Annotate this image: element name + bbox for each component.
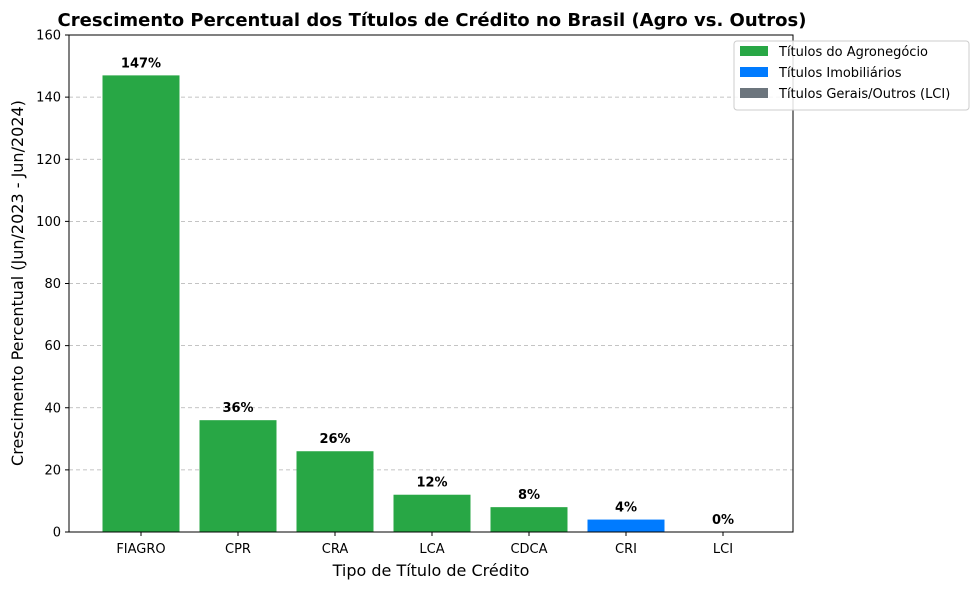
x-tick-label: CRA bbox=[322, 542, 349, 557]
x-tick-label: LCI bbox=[713, 542, 733, 557]
x-axis-ticks: FIAGRO CPR CRA LCA CDCA CRI LCI bbox=[116, 532, 733, 557]
bar-cri bbox=[587, 519, 665, 532]
y-tick-label: 120 bbox=[36, 153, 61, 168]
legend-label: Títulos do Agronegócio bbox=[778, 45, 928, 60]
bar-fiagro bbox=[102, 75, 180, 532]
x-tick-label: CRI bbox=[615, 542, 637, 557]
data-label: 4% bbox=[615, 501, 637, 516]
legend-swatch-imob bbox=[740, 67, 768, 77]
bar-lca bbox=[393, 494, 471, 532]
y-tick-label: 100 bbox=[36, 215, 61, 230]
y-tick-label: 80 bbox=[44, 277, 61, 292]
y-tick-label: 140 bbox=[36, 91, 61, 106]
y-tick-label: 60 bbox=[44, 339, 61, 354]
x-tick-label: LCA bbox=[419, 542, 444, 557]
legend-swatch-geral bbox=[740, 88, 768, 98]
x-tick-label: FIAGRO bbox=[116, 542, 165, 557]
bar-cra bbox=[296, 451, 374, 532]
legend-label: Títulos Imobiliários bbox=[778, 66, 902, 81]
y-tick-label: 0 bbox=[53, 526, 61, 541]
legend-box bbox=[733, 40, 970, 111]
y-axis-ticks: 0 20 40 60 80 100 120 140 160 bbox=[36, 29, 69, 541]
chart-title: Crescimento Percentual dos Títulos de Cr… bbox=[58, 10, 807, 31]
data-label: 26% bbox=[319, 432, 350, 447]
x-axis-label: Tipo de Título de Crédito bbox=[332, 561, 530, 580]
data-label: 8% bbox=[518, 488, 540, 503]
y-tick-label: 20 bbox=[44, 463, 61, 478]
bar-cpr bbox=[199, 420, 277, 532]
y-tick-label: 160 bbox=[36, 29, 61, 44]
x-tick-label: CPR bbox=[225, 542, 251, 557]
data-label: 36% bbox=[222, 401, 253, 416]
legend: Títulos do Agronegócio Títulos Imobiliári… bbox=[733, 40, 970, 111]
x-tick-label: CDCA bbox=[510, 542, 547, 557]
bars-group bbox=[102, 75, 665, 532]
y-tick-label: 40 bbox=[44, 401, 61, 416]
y-axis-label: Crescimento Percentual (Jun/2023 - Jun/2… bbox=[8, 100, 27, 466]
legend-swatch-agro bbox=[740, 46, 768, 56]
legend-label: Títulos Gerais/Outros (LCI) bbox=[778, 87, 950, 102]
data-label: 147% bbox=[121, 56, 161, 71]
bar-cdca bbox=[490, 507, 568, 532]
data-label: 0% bbox=[712, 513, 734, 528]
data-label: 12% bbox=[416, 476, 447, 491]
data-labels-group: 147% 36% 26% 12% 8% 4% 0% bbox=[121, 56, 734, 528]
grid-lines bbox=[69, 96, 793, 471]
